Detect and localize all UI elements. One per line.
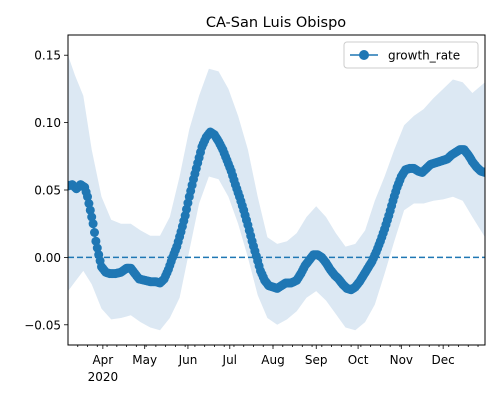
y-tick-label: 0.10	[34, 116, 61, 130]
x-tick-label: Nov	[390, 353, 413, 367]
chart-title: CA-San Luis Obispo	[206, 15, 346, 31]
x-tick-label: Sep	[305, 353, 328, 367]
x-tick-label: Jul	[222, 353, 237, 367]
series-layer	[68, 127, 485, 295]
data-point	[88, 219, 98, 229]
legend-marker-swatch	[359, 50, 369, 60]
data-point	[85, 205, 95, 215]
legend-box	[343, 41, 479, 69]
x-tick-label: Oct	[348, 353, 369, 367]
x-tick-sublabel: 2020	[88, 370, 119, 384]
legend: growth_rate	[343, 41, 479, 69]
x-axis: Apr 2020 May Jun Jul Aug Sep Oct Nov Dec	[77, 345, 479, 384]
y-tick-label: −0.05	[24, 318, 61, 332]
y-tick-label: 0.15	[34, 49, 61, 63]
data-point	[84, 199, 94, 208]
x-tick-label: Apr	[92, 353, 113, 367]
y-axis: −0.05 0.00 0.05 0.10 0.15	[24, 49, 68, 332]
data-point	[480, 168, 485, 177]
data-point	[91, 236, 101, 246]
data-point	[83, 192, 92, 202]
legend-label: growth_rate	[388, 49, 460, 63]
x-tick-label: May	[132, 353, 157, 367]
y-tick-label: 0.05	[34, 184, 61, 198]
data-point	[90, 228, 99, 237]
data-point	[92, 243, 102, 253]
data-point	[87, 212, 97, 222]
y-tick-label: 0.00	[34, 251, 61, 265]
x-tick-label: Aug	[261, 353, 284, 367]
x-tick-label: Jun	[178, 353, 198, 367]
x-tick-label: Dec	[432, 353, 455, 367]
